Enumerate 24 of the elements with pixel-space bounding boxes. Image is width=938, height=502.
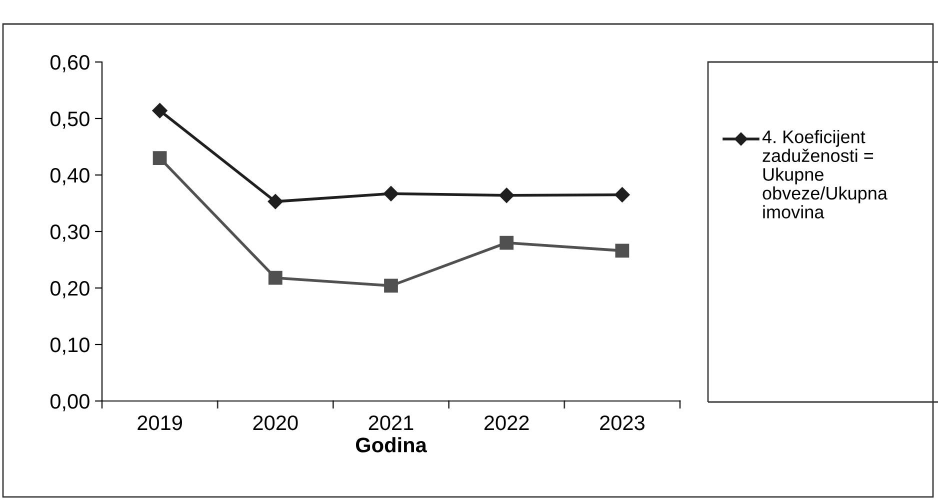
y-tick-label: 0,20 [50,281,90,298]
legend-label: 4. Koeficijent zaduženosti = Ukupne obveze/Ukupna imovina [762,130,888,218]
x-tick-label: 2022 [484,415,529,430]
y-tick-label: 0,50 [50,112,90,129]
point [500,236,514,250]
point [268,270,282,285]
y-tick-label: 0,10 [50,338,90,355]
x-tick-label: 2019 [138,415,182,430]
x-tick-label: 2023 [600,415,644,430]
point [152,103,168,118]
y-tick-label: 0,40 [50,168,90,186]
x-axis-title: Godina [356,437,428,452]
y-tick-label: 0,00 [50,394,90,412]
x-tick-label: 2021 [368,415,414,430]
y-tick-label: 0,30 [50,224,90,242]
point [383,186,399,202]
point [268,194,283,210]
y-tick-label: 0,60 [50,55,90,72]
point [152,151,167,165]
point [615,244,630,258]
point [614,187,630,202]
point [384,278,398,293]
x-tick-label: 2020 [253,415,298,430]
point [499,188,514,203]
